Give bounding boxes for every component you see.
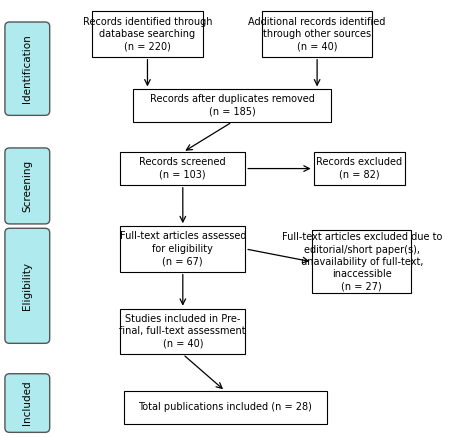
Text: Records screened
(n = 103): Records screened (n = 103) — [139, 157, 226, 180]
FancyBboxPatch shape — [92, 11, 203, 57]
Text: Included: Included — [22, 381, 32, 425]
Text: Records identified through
database searching
(n = 220): Records identified through database sear… — [83, 17, 212, 52]
FancyBboxPatch shape — [314, 152, 405, 185]
FancyBboxPatch shape — [120, 309, 245, 354]
FancyBboxPatch shape — [5, 374, 50, 432]
Text: Full-text articles excluded due to
editorial/short paper(s),
unavailability of f: Full-text articles excluded due to edito… — [282, 232, 442, 292]
FancyBboxPatch shape — [5, 148, 50, 224]
Text: Full-text articles assessed
for eligibility
(n = 67): Full-text articles assessed for eligibil… — [119, 232, 246, 266]
Text: Records excluded
(n = 82): Records excluded (n = 82) — [317, 157, 402, 180]
FancyBboxPatch shape — [124, 391, 327, 423]
Text: Screening: Screening — [22, 160, 32, 212]
FancyBboxPatch shape — [312, 230, 411, 293]
FancyBboxPatch shape — [120, 226, 245, 272]
FancyBboxPatch shape — [5, 228, 50, 343]
FancyBboxPatch shape — [120, 152, 245, 185]
Text: Records after duplicates removed
(n = 185): Records after duplicates removed (n = 18… — [150, 94, 315, 117]
FancyBboxPatch shape — [133, 89, 331, 122]
FancyBboxPatch shape — [262, 11, 373, 57]
FancyBboxPatch shape — [5, 22, 50, 115]
Text: Total publications included (n = 28): Total publications included (n = 28) — [138, 402, 312, 413]
Text: Identification: Identification — [22, 35, 32, 103]
Text: Additional records identified
through other sources
(n = 40): Additional records identified through ot… — [248, 17, 386, 52]
Text: Studies included in Pre-
final, full-text assessment
(n = 40): Studies included in Pre- final, full-tex… — [119, 314, 246, 349]
Text: Eligibility: Eligibility — [22, 262, 32, 310]
